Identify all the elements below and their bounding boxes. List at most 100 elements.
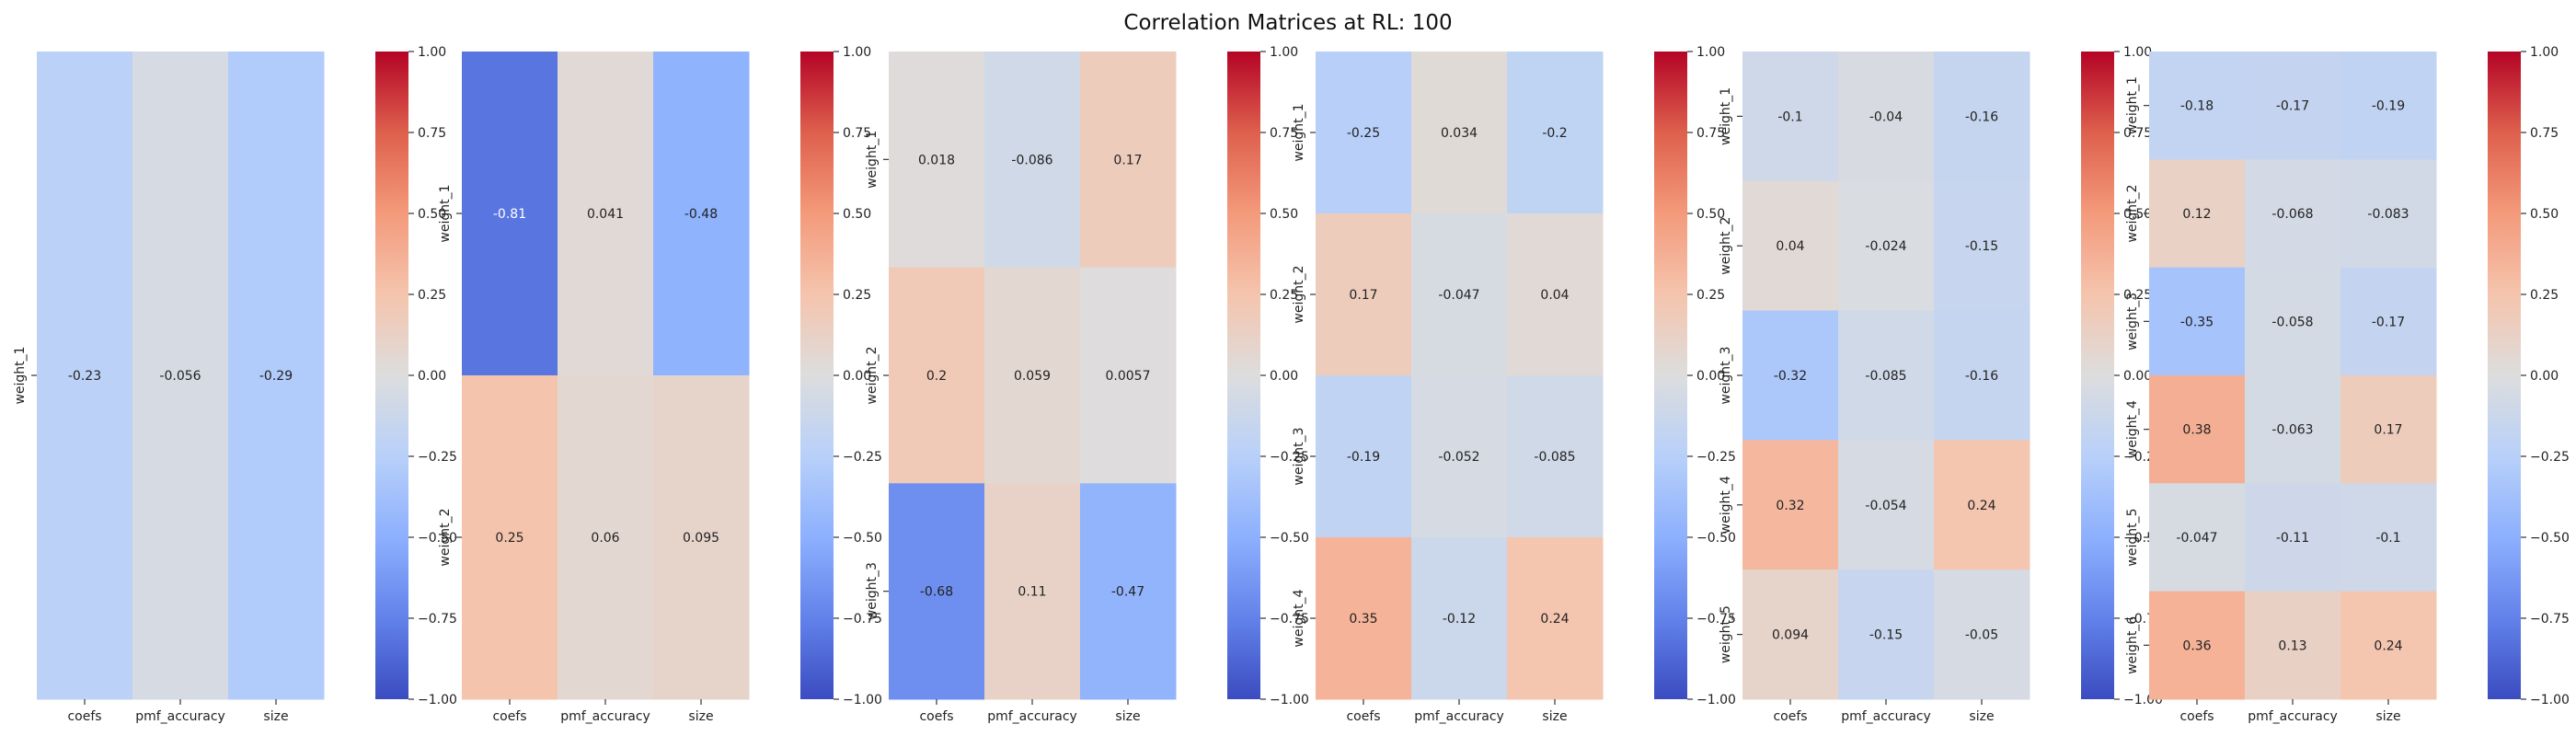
cell-value-label: 0.25 [495,531,523,546]
cell-value-label: 0.059 [1014,369,1051,384]
heatmap-cell [2149,52,2246,160]
heatmap-cell [2340,375,2437,484]
x-tick-label: coefs [492,709,526,724]
y-tick-label: weight_5 [1719,605,1733,663]
cell-value-label: 0.06 [591,531,619,546]
x-tick-label: size [263,709,288,724]
y-tick-label: weight_4 [1292,589,1306,647]
y-tick-label: weight_3 [1719,346,1733,404]
colorbar [800,52,834,699]
colorbar-tick-label: 0.75 [1270,126,1298,141]
heatmap-cell [2245,591,2341,700]
cell-value-label: -0.083 [2367,207,2409,222]
y-tick-label: weight_1 [1719,87,1733,145]
x-tick-label: size [1542,709,1567,724]
cell-value-label: -0.47 [1111,585,1144,600]
heatmap-cell [462,375,558,700]
x-tick-label: size [1115,709,1140,724]
colorbar-tick-label: 0.25 [2530,288,2559,303]
heatmap-cell [2245,159,2341,269]
colorbar-tick-label: 0.00 [2530,369,2559,384]
colorbar [1654,52,1687,699]
y-tick-label: weight_2 [1719,217,1733,275]
heatmap-cell [2149,591,2246,700]
heatmap-cell [2149,159,2246,269]
heatmap-cell [1507,213,1604,376]
heatmap-cell [653,375,750,700]
colorbar-tick-label: 0.25 [1270,288,1298,303]
heatmap-panel-4: -0.25 0.034 -0.2 0.17 -0.047 0.04 -0.19 -0.052 -… [1292,45,1736,724]
cell-value-label: -0.085 [1534,450,1575,465]
heatmap-cell [228,52,325,700]
heatmap-cell [2245,52,2341,160]
cell-value-label: 0.095 [683,531,719,546]
heatmap-cell [1838,440,1935,570]
colorbar-tick-label: −0.25 [843,450,882,465]
colorbar-tick-label: 0.50 [843,207,871,222]
heatmap-cell [558,375,654,700]
cell-value-label: 0.38 [2182,423,2211,438]
colorbar-tick-label: −0.75 [1696,612,1736,627]
colorbar-tick-label: −0.75 [418,612,457,627]
colorbar-tick-label: −1.00 [418,693,457,707]
cell-value-label: -0.024 [1865,239,1906,254]
cell-value-label: -0.48 [684,207,718,222]
y-tick-label: weight_1 [1292,103,1306,161]
cell-value-label: -0.19 [2372,99,2405,114]
heatmap-cell [462,52,558,376]
cell-value-label: -0.19 [1347,450,1380,465]
heatmap-cell [984,483,1081,700]
colorbar-tick-label: 0.75 [2123,126,2152,141]
cell-value-label: -0.058 [2271,315,2313,329]
heatmap-cell [2245,375,2341,484]
heatmap-cell [1838,52,1935,182]
heatmap-cell [2340,591,2437,700]
heatmap-cell [1316,537,1412,700]
colorbar-tick-label: −0.75 [843,612,882,627]
heatmap-cell [2340,52,2437,160]
colorbar-tick-label: −0.25 [1696,450,1736,465]
cell-value-label: 0.041 [587,207,624,222]
colorbar-tick-label: −0.25 [2530,450,2570,465]
x-tick-label: pmf_accuracy [560,709,650,724]
cell-value-label: -0.17 [2276,99,2309,114]
heatmap-cell [1316,375,1412,538]
x-tick-label: coefs [2179,709,2214,724]
heatmap-panel-3: 0.018 -0.086 0.17 0.2 0.059 0.0057 -0.68 0.11 -0… [865,45,1309,724]
cell-value-label: -0.17 [2372,315,2405,329]
heatmap-cell [2340,159,2437,269]
cell-value-label: 0.018 [918,153,955,167]
heatmap-cell [889,267,985,484]
colorbar-tick-label: 0.50 [1270,207,1298,222]
colorbar-tick-label: −0.50 [843,531,882,546]
x-tick-label: coefs [67,709,101,724]
heatmap-cell [1742,440,1839,570]
x-tick-label: coefs [1773,709,1807,724]
heatmap-cell [1934,310,2030,441]
x-tick-label: coefs [919,709,953,724]
colorbar-tick-label: 0.00 [1270,369,1298,384]
heatmap-cell [1316,52,1412,214]
cell-value-label: 0.04 [1540,288,1569,303]
heatmap-cell [1742,569,1839,700]
heatmap-cell [1411,537,1508,700]
cell-value-label: -0.056 [159,369,201,384]
colorbar-tick-label: 0.00 [2123,369,2152,384]
heatmap-cell [1742,310,1839,441]
heatmap-cell [1838,569,1935,700]
cell-value-label: -0.085 [1865,369,1906,384]
y-tick-label: weight_5 [2125,508,2140,566]
cell-value-label: -0.12 [1443,612,1476,627]
y-tick-label: weight_6 [2125,616,2140,674]
cell-value-label: 0.0057 [1106,369,1151,384]
colorbar-tick-label: 0.75 [1696,126,1725,141]
cell-value-label: -0.047 [1438,288,1479,303]
heatmap-cell [653,52,750,376]
heatmap-cell [889,52,985,269]
y-tick-label: weight_1 [865,131,880,189]
y-tick-label: weight_3 [1292,427,1306,485]
colorbar [375,52,408,699]
colorbar-tick-label: −0.25 [418,450,457,465]
